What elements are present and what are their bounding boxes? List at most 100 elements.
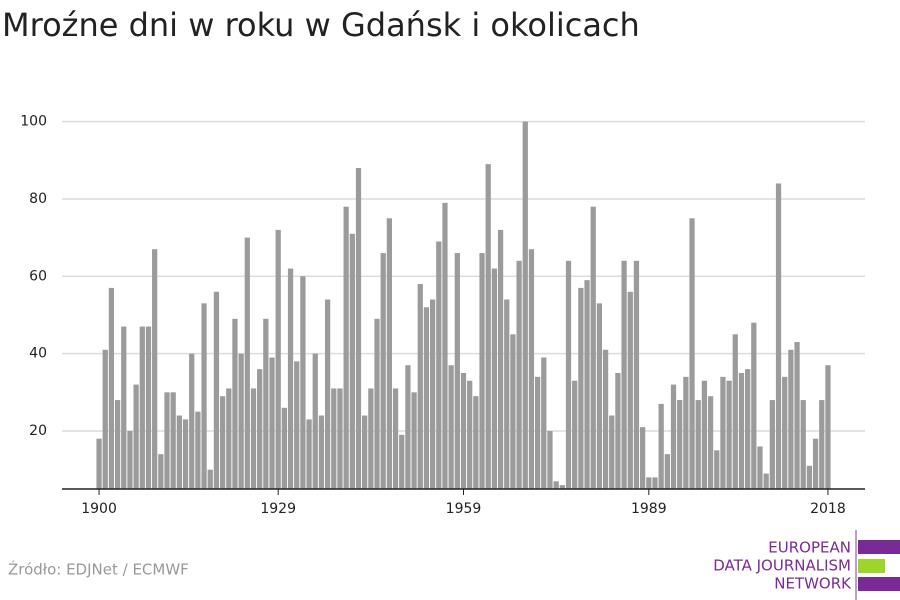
bar — [825, 365, 831, 489]
bar — [448, 365, 454, 489]
bar — [615, 372, 621, 489]
chart-title: Mroźne dni w roku w Gdańsk i okolicach — [2, 6, 640, 44]
bar — [399, 434, 405, 489]
x-tick-label: 1959 — [446, 501, 482, 517]
x-tick-label: 2018 — [810, 501, 846, 517]
bar — [121, 326, 127, 489]
bar — [337, 388, 343, 489]
bar — [201, 303, 207, 489]
bar — [812, 438, 819, 489]
y-tick-label: 100 — [20, 114, 47, 130]
bar — [275, 229, 281, 489]
bar — [510, 334, 516, 489]
bar — [189, 353, 195, 489]
bar — [572, 380, 578, 489]
bar — [244, 237, 250, 489]
bar — [701, 380, 708, 489]
bar — [584, 280, 590, 489]
bar — [683, 376, 689, 489]
bar — [819, 400, 825, 489]
bar — [405, 365, 411, 489]
bar — [380, 253, 386, 489]
bar — [646, 477, 652, 489]
bar — [689, 218, 695, 490]
bar — [670, 384, 677, 489]
bar — [775, 183, 782, 489]
bar — [806, 465, 813, 489]
logo-text: EUROPEAN — [768, 539, 851, 557]
bar — [102, 349, 108, 489]
bar — [257, 369, 263, 489]
bar — [454, 253, 460, 489]
bar — [207, 469, 213, 489]
bar — [504, 299, 510, 489]
y-tick-label: 80 — [29, 191, 47, 207]
y-tick-label: 60 — [29, 268, 47, 284]
bar — [96, 438, 102, 489]
bar — [145, 326, 152, 489]
bar — [695, 400, 701, 489]
bar — [281, 407, 287, 489]
bar — [528, 249, 535, 489]
bar — [664, 454, 670, 489]
logo-bar — [858, 540, 900, 554]
bar — [386, 218, 393, 490]
bar — [621, 260, 627, 489]
bar — [213, 291, 220, 489]
bar — [769, 400, 775, 489]
bar — [417, 284, 423, 489]
bar — [522, 121, 528, 489]
bar — [423, 307, 430, 489]
bar — [485, 164, 491, 489]
bar — [232, 318, 238, 489]
bar — [176, 415, 182, 489]
logo-bar — [858, 577, 900, 591]
bar — [287, 268, 294, 489]
bar — [633, 260, 640, 489]
bar — [226, 388, 232, 489]
bar — [343, 206, 349, 490]
bar — [782, 376, 788, 489]
bar — [362, 415, 368, 489]
logo-text: NETWORK — [774, 575, 852, 593]
bar — [534, 376, 541, 489]
bar — [139, 326, 145, 489]
bar — [460, 372, 467, 489]
bar — [429, 299, 436, 489]
bar — [726, 380, 732, 489]
bar — [602, 349, 609, 489]
bar — [652, 477, 658, 489]
x-tick-label: 1929 — [260, 501, 296, 517]
bar — [436, 241, 442, 489]
bar — [368, 388, 374, 489]
bar — [127, 430, 133, 489]
bar — [553, 481, 559, 489]
bar — [300, 276, 306, 489]
bar — [355, 168, 362, 490]
bar — [324, 299, 331, 489]
bar — [473, 396, 479, 489]
bar — [374, 318, 380, 489]
bar — [596, 303, 603, 489]
bar — [677, 400, 683, 489]
bar — [269, 357, 275, 489]
bar — [559, 485, 565, 489]
bar — [751, 322, 757, 489]
bar — [590, 206, 596, 490]
x-tick-label: 1900 — [81, 501, 117, 517]
bar — [170, 392, 176, 489]
y-tick-label: 20 — [29, 423, 47, 439]
bar — [108, 287, 115, 489]
bar — [491, 268, 498, 489]
bar — [640, 427, 646, 489]
bar — [757, 446, 763, 489]
bar — [800, 400, 806, 489]
y-tick-label: 40 — [29, 346, 47, 362]
bar — [467, 380, 473, 489]
bar — [609, 415, 615, 489]
bar — [541, 357, 547, 489]
bar — [158, 454, 164, 489]
bar — [219, 396, 226, 489]
bar — [294, 361, 300, 489]
